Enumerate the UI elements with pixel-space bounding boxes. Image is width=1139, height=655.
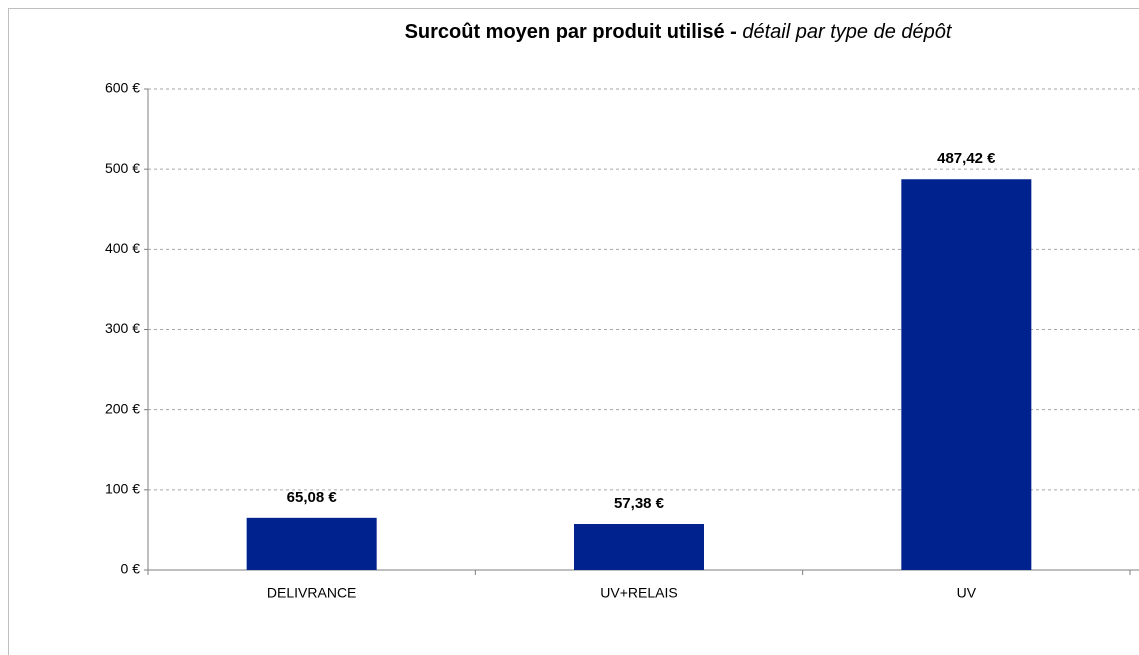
bar [901,179,1032,570]
chart-subtitle: détail par type de dépôt [742,21,952,43]
y-tick-label: 300 € [105,320,140,336]
y-tick-label: 0 € [121,561,141,577]
bar [246,517,377,570]
bar [574,524,704,570]
y-tick-label: 400 € [105,240,140,256]
y-tick-label: 200 € [105,400,140,416]
data-label: 57,38 € [614,495,665,512]
data-label: 487,42 € [937,150,996,167]
x-tick-label: DELIVRANCE [267,585,356,601]
x-tick-label: UV [957,585,977,601]
y-tick-label: 600 € [105,80,140,96]
chart-title: Surcoût moyen par produit utilisé - [405,21,737,43]
data-label: 65,08 € [287,489,338,506]
x-tick-label: UV+RELAIS [600,585,677,601]
y-tick-label: 100 € [105,481,140,497]
y-tick-label: 500 € [105,160,140,176]
chart-title-line: Surcoût moyen par produit utilisé - déta… [405,21,953,43]
